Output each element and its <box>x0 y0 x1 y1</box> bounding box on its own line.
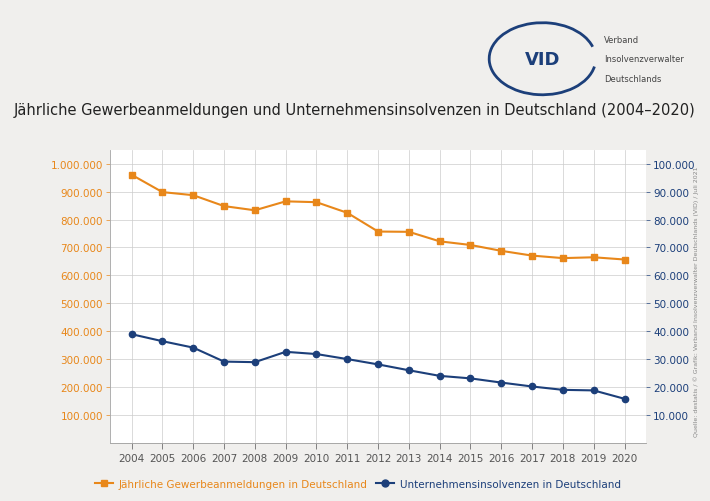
Text: Verband: Verband <box>604 36 639 45</box>
Text: Quelle: destatis / © Grafik: Verband Insolvenzverwalter Deutschlands (VID) / Jul: Quelle: destatis / © Grafik: Verband Ins… <box>694 166 699 436</box>
Legend: Jährliche Gewerbeanmeldungen in Deutschland, Unternehmensinsolvenzen in Deutschl: Jährliche Gewerbeanmeldungen in Deutschl… <box>90 475 625 493</box>
Text: VID: VID <box>525 51 560 69</box>
Text: Insolvenzverwalter: Insolvenzverwalter <box>604 55 684 64</box>
Text: Deutschlands: Deutschlands <box>604 75 662 83</box>
Text: Jährliche Gewerbeanmeldungen und Unternehmensinsolvenzen in Deutschland (2004–20: Jährliche Gewerbeanmeldungen und Unterne… <box>14 103 696 118</box>
